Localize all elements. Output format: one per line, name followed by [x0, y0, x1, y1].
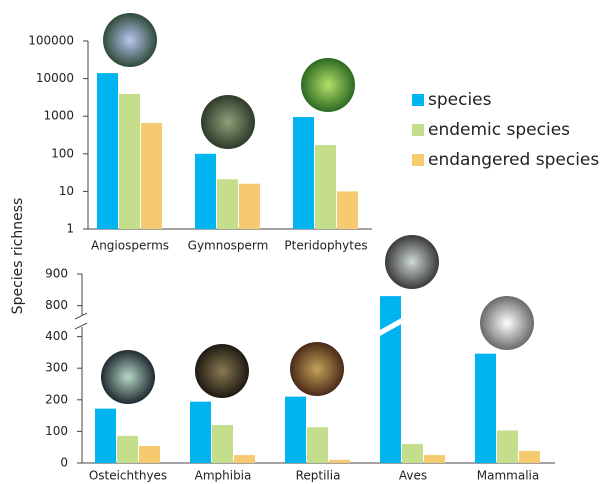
x-tick-label: Amphibia: [195, 469, 252, 483]
bar: [95, 408, 116, 463]
bar: [293, 117, 314, 229]
y-tick-label: 900: [45, 267, 68, 281]
y-tick-label: 10000: [36, 71, 74, 85]
axis-break-mark: [74, 322, 88, 330]
y-tick-label: 200: [45, 392, 68, 406]
legend-label: endemic species: [428, 120, 570, 140]
bar: [119, 93, 140, 229]
bar: [190, 401, 211, 463]
bar: [329, 459, 350, 463]
y-tick-label: 100000: [28, 34, 74, 48]
legend-swatch: [412, 124, 424, 136]
bar-break: [378, 317, 403, 338]
y-tick-label: 100: [51, 146, 74, 160]
bar: [285, 396, 306, 463]
photo: [290, 342, 344, 396]
axis-break-mark: [74, 312, 88, 320]
y-tick-label: 1000: [43, 109, 74, 123]
bar: [141, 122, 162, 229]
bar: [139, 445, 160, 463]
bar: [315, 145, 336, 229]
photo: [385, 235, 439, 289]
legend-label: species: [428, 90, 492, 110]
bar: [475, 353, 496, 463]
photo: [195, 344, 249, 398]
photos: [101, 13, 534, 404]
bar: [497, 430, 518, 463]
photo: [201, 95, 255, 149]
x-tick-label: Reptilia: [296, 469, 341, 483]
bar: [337, 191, 358, 229]
legend-swatch: [412, 94, 424, 106]
bar: [97, 73, 118, 229]
bar: [380, 296, 401, 463]
y-tick-label: 400: [45, 329, 68, 343]
x-tick-label: Aves: [399, 469, 427, 483]
bar: [402, 444, 423, 463]
bar: [217, 179, 238, 229]
x-tick-label: Osteichthyes: [89, 469, 167, 483]
y-axis-label: Species richness: [10, 198, 26, 315]
bar: [424, 455, 445, 463]
y-tick-label: 800: [45, 298, 68, 312]
photo: [103, 13, 157, 67]
y-tick-label: 10: [59, 184, 74, 198]
bar: [239, 183, 260, 229]
bar: [307, 427, 328, 463]
bar: [234, 455, 255, 463]
bar: [195, 153, 216, 229]
x-tick-label: Pteridophytes: [284, 239, 367, 253]
photo: [101, 350, 155, 404]
x-tick-label: Mammalia: [477, 469, 539, 483]
x-tick-label: Angiosperms: [91, 239, 169, 253]
y-tick-label: 0: [60, 456, 68, 470]
bar: [519, 450, 540, 463]
photo: [301, 58, 355, 112]
legend-label: endangered species: [428, 150, 599, 170]
y-tick-label: 100: [45, 424, 68, 438]
bar: [212, 425, 233, 463]
bar: [117, 435, 138, 463]
legend-swatch: [412, 154, 424, 166]
photo: [480, 296, 534, 350]
x-tick-label: Gymnosperm: [188, 239, 269, 253]
y-tick-label: 300: [45, 361, 68, 375]
y-tick-label: 1: [66, 222, 74, 236]
